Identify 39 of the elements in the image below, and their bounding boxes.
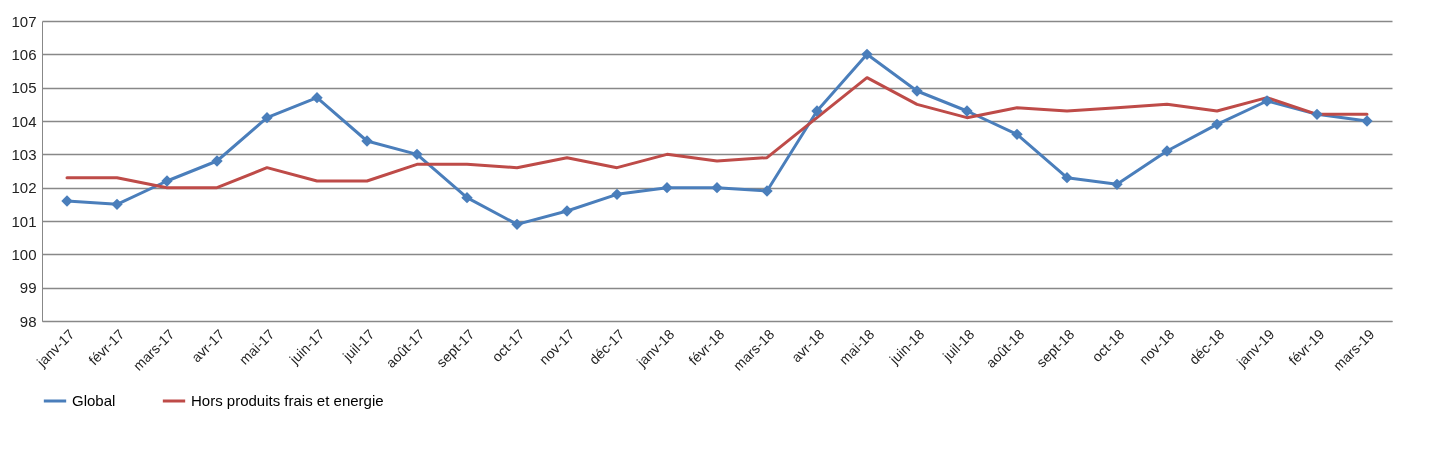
point [711, 181, 723, 194]
point [611, 188, 623, 201]
point [511, 218, 523, 231]
point [961, 105, 973, 117]
point [661, 181, 673, 194]
point [461, 191, 473, 204]
point [1311, 108, 1323, 121]
y-tick-label: 105 [11, 79, 37, 97]
point [761, 185, 773, 197]
point [261, 111, 273, 124]
point [861, 48, 873, 61]
y-tick-label: 99 [19, 279, 37, 297]
point [361, 135, 373, 147]
y-tick-label: 98 [19, 312, 37, 330]
point [1061, 171, 1073, 184]
y-tick-label: 106 [11, 45, 37, 63]
point [1361, 115, 1373, 127]
y-tick-label: 104 [11, 112, 37, 130]
legend-label: Global [72, 392, 116, 409]
point [1011, 128, 1023, 141]
y-tick-label: 102 [11, 179, 37, 197]
point [1261, 95, 1273, 107]
point [311, 91, 323, 104]
point [561, 205, 573, 217]
point [1211, 118, 1223, 131]
point [1161, 145, 1173, 157]
point [1111, 178, 1123, 191]
legend-label: Hors produits frais et energie [191, 392, 384, 409]
y-tick-label: 100 [11, 245, 37, 263]
point [61, 195, 73, 207]
y-tick-label: 107 [11, 12, 37, 30]
y-tick-label: 101 [11, 212, 37, 230]
point [911, 85, 923, 97]
point [411, 148, 423, 161]
point [111, 198, 123, 211]
point [161, 175, 173, 187]
y-tick-label: 103 [11, 145, 37, 163]
point [811, 105, 823, 117]
point [211, 155, 223, 167]
